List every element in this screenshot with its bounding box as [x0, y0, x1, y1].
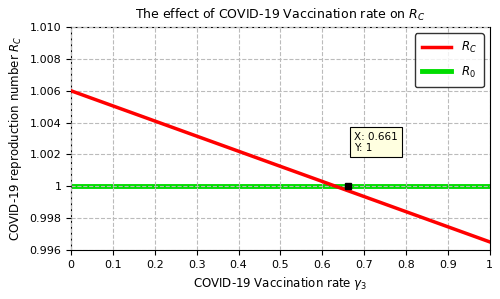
X-axis label: COVID-19 Vaccination rate $\gamma_3$: COVID-19 Vaccination rate $\gamma_3$: [193, 275, 368, 292]
Text: X: 0.661
Y: 1: X: 0.661 Y: 1: [354, 132, 398, 153]
Legend: $R_C$, $R_0$: $R_C$, $R_0$: [414, 33, 484, 87]
Title: The effect of COVID-19 Vaccination rate on $R_C$: The effect of COVID-19 Vaccination rate …: [135, 7, 426, 23]
Y-axis label: COVID-19 reproduction number $R_C$: COVID-19 reproduction number $R_C$: [7, 36, 24, 241]
